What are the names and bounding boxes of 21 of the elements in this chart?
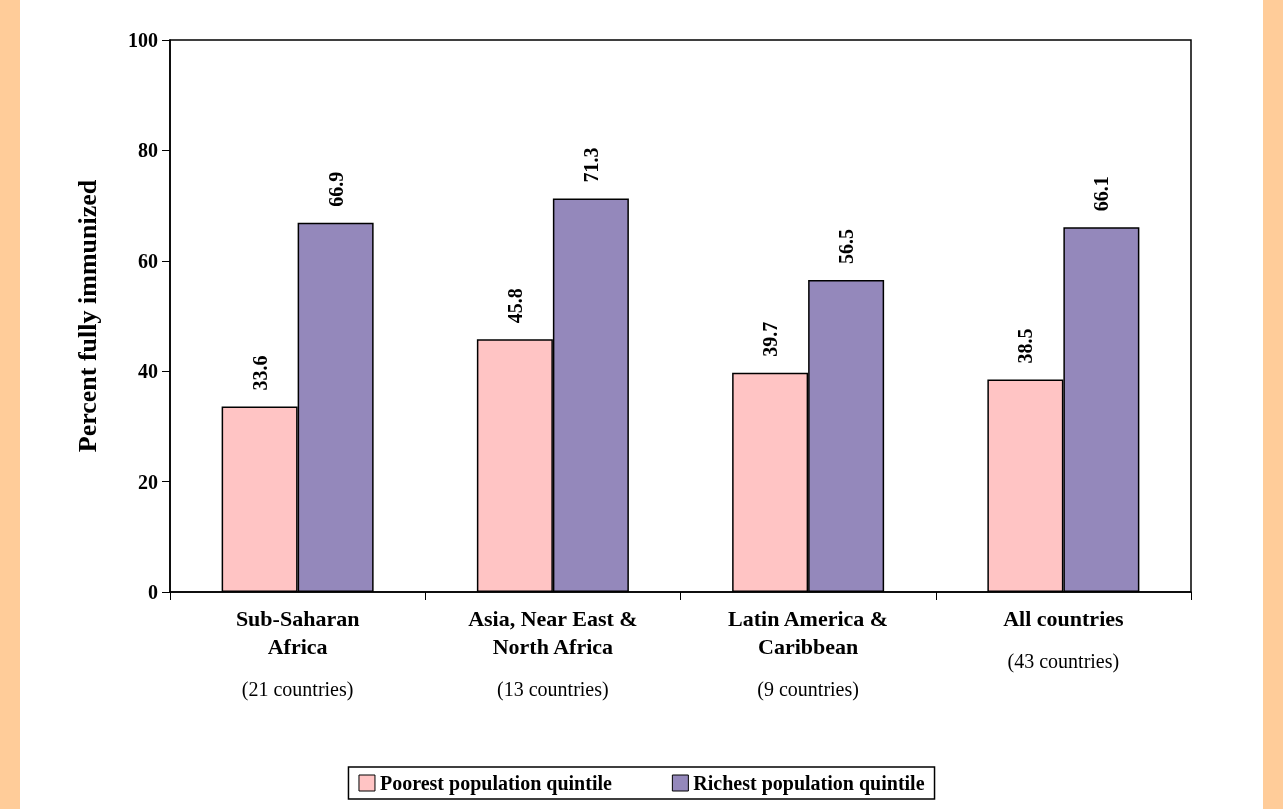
y-tick-label: 80 — [138, 139, 158, 162]
data-label: 45.8 — [503, 288, 526, 324]
x-tick-label: Asia, Near East & North Africa (13 countries) — [468, 605, 638, 701]
legend-label: Richest population quintile — [693, 772, 925, 795]
y-tick-label: 100 — [128, 29, 158, 51]
x-tick-label: All countries (43 countries) — [1003, 605, 1124, 673]
y-tick-label: 40 — [138, 360, 158, 383]
y-tick-label: 60 — [138, 249, 158, 272]
y-axis-title: Percent fully immunized — [72, 179, 102, 453]
data-label: 66.9 — [324, 171, 347, 207]
legend-label: Poorest population quintile — [379, 772, 612, 795]
y-tick-label: 20 — [138, 470, 158, 493]
x-tick-label: Sub-Saharan Africa (21 countries) — [235, 605, 360, 701]
data-label: 56.5 — [835, 229, 858, 265]
data-label: 66.1 — [1090, 176, 1113, 212]
data-label: 33.6 — [248, 355, 271, 391]
x-tick-label: Latin America & Caribbean (9 countries) — [728, 605, 889, 701]
y-tick-label: 0 — [148, 581, 158, 603]
data-label: 71.3 — [579, 147, 602, 183]
data-label: 39.7 — [759, 321, 782, 357]
data-label: 38.5 — [1014, 328, 1037, 364]
